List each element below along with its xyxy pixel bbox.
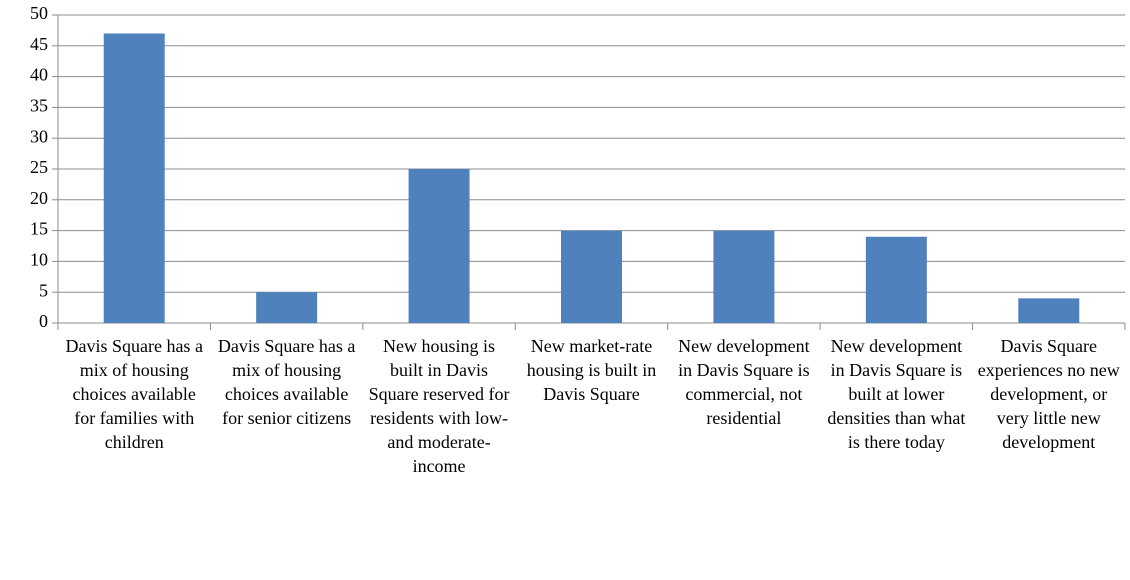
x-tick-label: New development in Davis Square is built… — [827, 336, 966, 452]
bar — [408, 169, 470, 323]
y-tick-label: 0 — [39, 311, 48, 331]
bar — [865, 236, 927, 323]
y-tick-label: 25 — [30, 157, 48, 177]
y-tick-label: 30 — [30, 126, 48, 146]
y-tick-label: 40 — [30, 65, 48, 85]
bar — [561, 230, 622, 323]
x-tick-label: New market-rate housing is built in Davi… — [526, 336, 657, 404]
bar — [713, 230, 775, 323]
y-tick-label: 5 — [39, 280, 48, 300]
x-tick-label: New development in Davis Square is comme… — [678, 336, 810, 428]
y-tick-label: 15 — [30, 219, 48, 239]
y-tick-label: 50 — [30, 3, 48, 23]
x-tick-label: Davis Square experiences no new developm… — [977, 336, 1120, 452]
x-tick-label: Davis Square has a mix of housing choice… — [217, 336, 356, 428]
y-tick-label: 20 — [30, 188, 48, 208]
bar — [1018, 298, 1080, 323]
y-tick-label: 10 — [30, 250, 48, 270]
bar — [103, 33, 165, 323]
x-tick-label: Davis Square has a mix of housing choice… — [65, 336, 203, 452]
y-tick-label: 45 — [30, 34, 48, 54]
x-tick-label: New housing is built in Davis Square res… — [368, 336, 510, 476]
y-tick-label: 35 — [30, 96, 48, 116]
bar — [256, 292, 318, 323]
